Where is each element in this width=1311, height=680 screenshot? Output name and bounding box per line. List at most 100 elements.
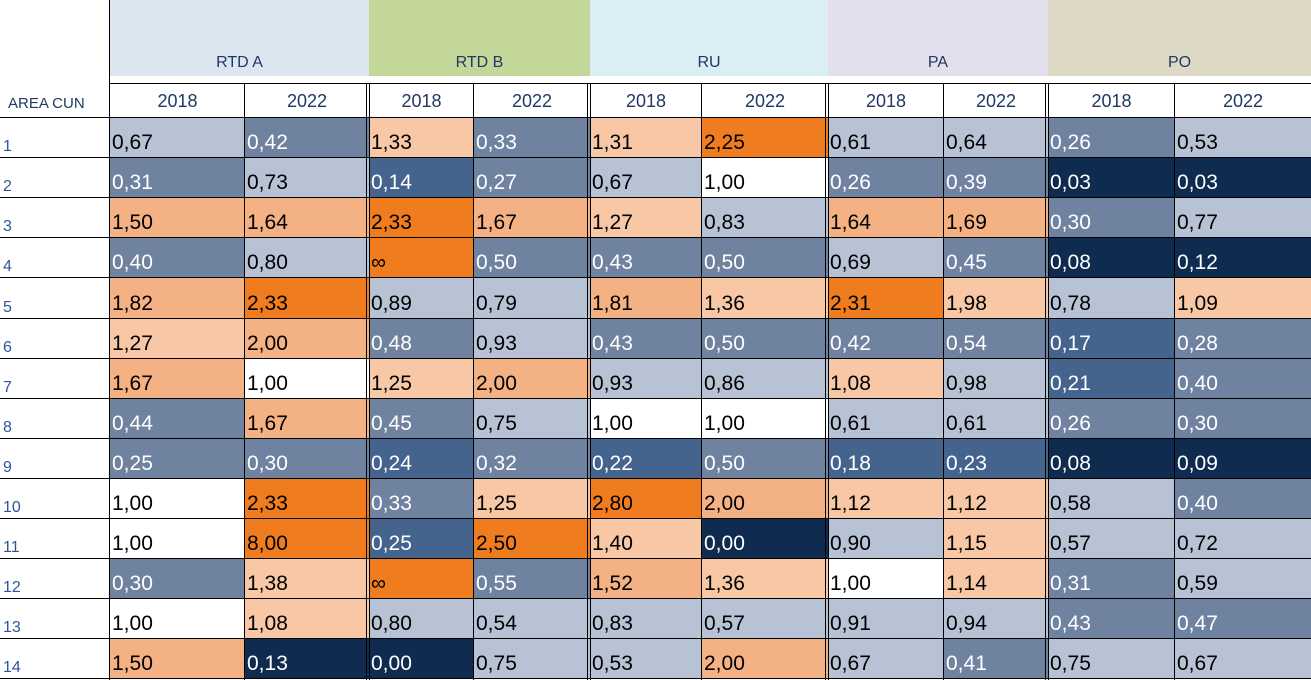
group-header-rtd-b: RTD B [369, 0, 590, 76]
table-cell: 1,69 [944, 198, 1048, 238]
table-cell: 1,08 [245, 599, 369, 639]
table-cell: 0,17 [1048, 319, 1175, 359]
table-cell: 0,59 [1175, 559, 1311, 599]
year-header: 2022 [474, 84, 590, 118]
table-cell: 0,61 [944, 399, 1048, 439]
table-cell: 0,94 [944, 599, 1048, 639]
table-cell: 1,12 [828, 479, 944, 519]
table-cell: 0,31 [110, 158, 245, 198]
table-cell: 0,40 [1175, 359, 1311, 399]
row-label: 4 [0, 238, 110, 278]
table-cell: ∞ [369, 238, 474, 278]
table-cell: 1,25 [369, 359, 474, 399]
table-cell: 1,27 [110, 319, 245, 359]
grid-line [244, 84, 245, 680]
grid-line [0, 318, 1311, 319]
year-header: 2022 [702, 84, 828, 118]
table-cell: 0,30 [1048, 198, 1175, 238]
grid-line [0, 678, 1311, 679]
table-cell: 0,53 [590, 639, 702, 679]
table-cell: 0,28 [1175, 319, 1311, 359]
table-cell: 0,33 [369, 479, 474, 519]
table-cell: 1,14 [944, 559, 1048, 599]
group-header-po: PO [1048, 0, 1311, 76]
grid-line [1048, 84, 1049, 680]
table-cell: 0,67 [1175, 639, 1311, 679]
grid-line [473, 84, 474, 680]
table-cell: 2,33 [245, 278, 369, 319]
table-cell: 1,27 [590, 198, 702, 238]
table-cell: 0,44 [110, 399, 245, 439]
table-cell: 0,40 [110, 238, 245, 278]
table-cell: 0,30 [1175, 399, 1311, 439]
table-cell: 1,25 [474, 479, 590, 519]
table-cell: 0,50 [702, 319, 828, 359]
table-cell: 2,00 [702, 479, 828, 519]
table-cell: 0,00 [369, 639, 474, 679]
grid-line [0, 558, 1311, 559]
table-cell: 1,40 [590, 519, 702, 559]
table-cell: 0,25 [369, 519, 474, 559]
table-cell: 2,00 [474, 359, 590, 399]
table-cell: 0,75 [474, 639, 590, 679]
table-cell: 0,43 [590, 319, 702, 359]
year-header: 2022 [245, 84, 369, 118]
grid-line [0, 237, 1311, 238]
grid-line [110, 83, 1311, 84]
year-header: 2018 [110, 84, 245, 118]
table-cell: 1,67 [245, 399, 369, 439]
table-cell: 0,75 [1048, 639, 1175, 679]
table-cell: 0,42 [828, 319, 944, 359]
grid-line [825, 84, 826, 680]
row-label: 10 [0, 479, 110, 519]
table-cell: 0,61 [828, 399, 944, 439]
year-header: 2022 [1175, 84, 1311, 118]
table-cell: 1,52 [590, 559, 702, 599]
table-cell: 0,21 [1048, 359, 1175, 399]
table-cell: 0,64 [944, 118, 1048, 158]
table-cell: 0,80 [245, 238, 369, 278]
table-cell: 1,00 [828, 559, 944, 599]
corner-cell [0, 0, 110, 84]
table-cell: 0,77 [1175, 198, 1311, 238]
table-cell: 0,48 [369, 319, 474, 359]
row-label: 12 [0, 559, 110, 599]
table-cell: 0,58 [1048, 479, 1175, 519]
grid-line [369, 84, 370, 680]
group-header-ru: RU [590, 0, 828, 76]
table-cell: 1,36 [702, 559, 828, 599]
grid-line [0, 638, 1311, 639]
table-cell: 0,75 [474, 399, 590, 439]
table-cell: 0,50 [702, 439, 828, 479]
table-cell: 0,42 [245, 118, 369, 158]
table-cell: 1,00 [110, 479, 245, 519]
table-cell: 0,80 [369, 599, 474, 639]
grid-line [0, 518, 1311, 519]
table-cell: 0,24 [369, 439, 474, 479]
table-cell: 0,54 [944, 319, 1048, 359]
table-cell: 0,86 [702, 359, 828, 399]
table-cell: 0,90 [828, 519, 944, 559]
table-cell: ∞ [369, 559, 474, 599]
table-cell: 0,93 [474, 319, 590, 359]
table-cell: 1,64 [245, 198, 369, 238]
table-cell: 2,31 [828, 278, 944, 319]
table-cell: 0,08 [1048, 238, 1175, 278]
table-cell: 2,50 [474, 519, 590, 559]
table-cell: 1,00 [110, 599, 245, 639]
grid-line [0, 277, 1311, 278]
grid-line [0, 117, 1311, 118]
table-cell: 0,45 [369, 399, 474, 439]
table-cell: 1,00 [590, 399, 702, 439]
grid-line [0, 438, 1311, 439]
grid-line [587, 84, 588, 680]
table-cell: 0,23 [944, 439, 1048, 479]
table-cell: 1,67 [474, 198, 590, 238]
table-cell: 0,47 [1175, 599, 1311, 639]
table-cell: 0,13 [245, 639, 369, 679]
grid-line [0, 598, 1311, 599]
group-header-rtd-a: RTD A [110, 0, 369, 76]
year-header: 2018 [1048, 84, 1175, 118]
table-cell: 0,40 [1175, 479, 1311, 519]
table-cell: 1,50 [110, 198, 245, 238]
